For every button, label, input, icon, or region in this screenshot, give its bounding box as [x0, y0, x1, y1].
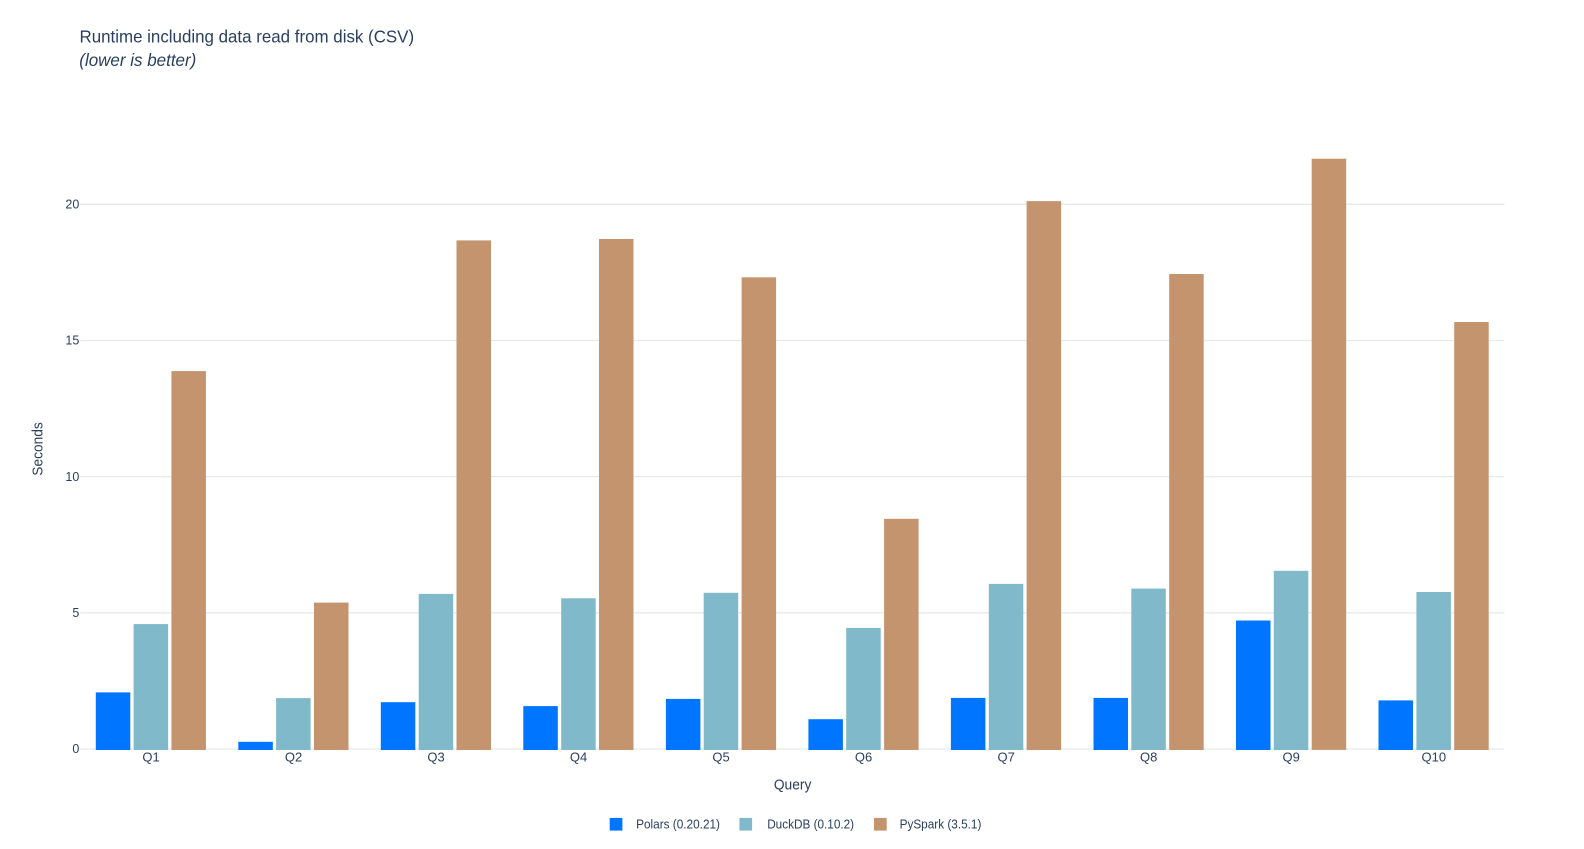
svg-text:20: 20	[65, 198, 79, 212]
svg-text:PySpark (3.5.1): PySpark (3.5.1)	[900, 817, 982, 832]
svg-text:10: 10	[65, 470, 79, 484]
svg-text:Q2: Q2	[285, 750, 302, 765]
svg-text:Polars (0.20.21): Polars (0.20.21)	[636, 817, 720, 832]
svg-text:DuckDB (0.10.2): DuckDB (0.10.2)	[767, 817, 854, 832]
svg-text:Q1: Q1	[142, 750, 159, 765]
svg-text:Q4: Q4	[570, 750, 587, 765]
svg-text:(lower is better): (lower is better)	[79, 50, 196, 70]
svg-text:5: 5	[72, 606, 79, 620]
svg-text:Q3: Q3	[427, 750, 444, 765]
svg-text:Query: Query	[774, 777, 812, 794]
svg-text:Runtime including data read fr: Runtime including data read from disk (C…	[80, 26, 415, 46]
svg-text:0: 0	[72, 742, 79, 756]
svg-text:Q7: Q7	[998, 750, 1015, 765]
svg-text:Q6: Q6	[855, 750, 872, 765]
svg-text:15: 15	[65, 334, 79, 348]
svg-text:Q9: Q9	[1283, 750, 1300, 765]
svg-text:Q10: Q10	[1422, 750, 1447, 765]
svg-text:Seconds: Seconds	[30, 422, 47, 475]
svg-text:Q8: Q8	[1140, 750, 1157, 765]
svg-text:Q5: Q5	[712, 750, 729, 765]
